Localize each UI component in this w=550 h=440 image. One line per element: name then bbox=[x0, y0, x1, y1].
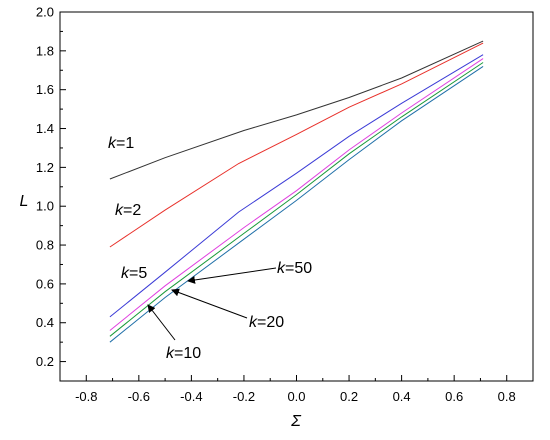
curve-label-5: k=20 bbox=[249, 314, 284, 331]
annotation-arrows bbox=[147, 267, 277, 341]
x-tick-label: 0.6 bbox=[445, 389, 463, 404]
y-tick-label: 1.0 bbox=[36, 199, 54, 214]
x-axis-title: Σ bbox=[290, 413, 302, 430]
series-line-4 bbox=[109, 58, 484, 331]
x-tick-label: -0.8 bbox=[75, 389, 97, 404]
curve-label-6: k=50 bbox=[277, 260, 312, 277]
x-tick-label: -0.2 bbox=[233, 389, 255, 404]
y-tick-label: 2.0 bbox=[36, 5, 54, 20]
series-line-6 bbox=[109, 65, 484, 343]
x-tick-label: 0.0 bbox=[287, 389, 305, 404]
series-lines bbox=[109, 40, 484, 343]
series-line-3 bbox=[109, 54, 484, 318]
annotation-arrow-3 bbox=[147, 304, 176, 341]
curve-label-3: k=5 bbox=[121, 265, 147, 282]
curve-label-2: k=2 bbox=[115, 202, 141, 219]
series-line-1 bbox=[109, 40, 484, 180]
y-tick-label: 1.4 bbox=[36, 121, 54, 136]
x-tick-label: 0.4 bbox=[393, 389, 411, 404]
y-axis-title: L bbox=[20, 193, 29, 210]
curve-labels: k=1 k=2 k=5 k=10 k=20 k=50 bbox=[108, 135, 312, 362]
x-tick-label: -0.4 bbox=[180, 389, 202, 404]
curve-label-1: k=1 bbox=[108, 135, 134, 152]
series-line-5 bbox=[109, 62, 484, 337]
y-tick-label: 0.4 bbox=[36, 315, 54, 330]
annotation-arrow-2 bbox=[171, 288, 248, 319]
annotation-arrow-1 bbox=[187, 267, 277, 284]
series-line-2 bbox=[109, 42, 484, 248]
x-tick-label: 0.8 bbox=[498, 389, 516, 404]
x-tick-label: -0.6 bbox=[128, 389, 150, 404]
y-tick-label: 1.8 bbox=[36, 43, 54, 58]
y-tick-label: 0.6 bbox=[36, 276, 54, 291]
x-tick-label: 0.2 bbox=[340, 389, 358, 404]
axis-ticks: -0.8 -0.6 -0.4 -0.2 0.0 0.2 0.4 0.6 0.8 0.2 0.4 0.6… bbox=[36, 5, 516, 405]
y-tick-label: 0.2 bbox=[36, 354, 54, 369]
curve-label-4: k=10 bbox=[166, 345, 201, 362]
y-tick-label: 1.6 bbox=[36, 82, 54, 97]
y-tick-label: 1.2 bbox=[36, 160, 54, 175]
y-tick-label: 0.8 bbox=[36, 238, 54, 253]
